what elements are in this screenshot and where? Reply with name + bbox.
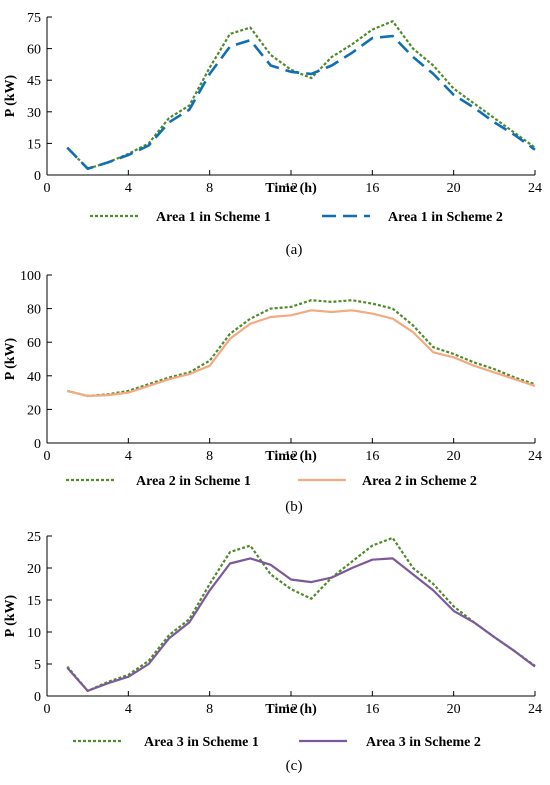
x-tick-label: 12 [284,181,298,196]
x-tick-label: 24 [528,702,542,717]
y-tick-label: 25 [27,530,41,545]
y-tick-label: 45 [27,74,41,89]
y-tick-label: 15 [27,594,41,609]
y-tick-label: 75 [27,11,41,26]
y-axis-title: P (kW) [3,337,18,380]
series-line-0 [66,536,536,693]
y-tick-label: 80 [27,303,41,318]
x-tick-label: 20 [447,449,461,464]
series-line-0 [67,299,536,398]
legend-label: Area 2 in Scheme 2 [362,474,477,489]
series-line-1 [66,34,536,170]
y-tick-label: 15 [27,137,41,152]
x-tick-label: 16 [365,181,379,196]
x-tick-label: 20 [447,181,461,196]
x-axis-title: Time (h) [265,702,317,717]
x-tick-label: 4 [125,181,132,196]
series-line-0 [66,20,536,170]
y-tick-label: 60 [27,43,41,58]
x-tick-label: 8 [206,449,213,464]
y-tick-label: 20 [27,403,41,418]
y-tick-label: 5 [34,658,41,673]
legend-label: Area 1 in Scheme 2 [388,210,503,225]
y-tick-label: 40 [27,370,41,385]
legend-label: Area 3 in Scheme 1 [144,735,259,750]
y-tick-label: 30 [27,106,41,121]
x-tick-label: 24 [528,449,542,464]
x-tick-label: 16 [365,702,379,717]
x-tick-label: 12 [284,702,298,717]
x-axis-title: Time (h) [265,181,317,196]
y-tick-label: 0 [34,169,41,184]
legend-label: Area 1 in Scheme 1 [156,210,271,225]
panel-caption: (a) [286,242,303,258]
y-tick-label: 0 [34,437,41,452]
x-tick-label: 0 [44,181,51,196]
y-axis-title: P (kW) [3,594,18,637]
y-tick-label: 10 [27,626,41,641]
x-axis-title: Time (h) [265,449,317,464]
y-tick-label: 60 [27,336,41,351]
x-tick-label: 24 [528,181,542,196]
legend-label: Area 3 in Scheme 2 [366,735,481,750]
panel-caption: (c) [286,758,303,774]
y-tick-label: 20 [27,562,41,577]
x-tick-label: 12 [284,449,298,464]
legend-label: Area 2 in Scheme 1 [136,474,251,489]
x-tick-label: 20 [447,702,461,717]
chart-panel-2: 0 4 8 12 16 20 24 0 5 10 15 20 25 Time (h) P (kW) Area … [3,530,542,774]
x-tick-label: 4 [125,702,132,717]
x-tick-label: 8 [206,181,213,196]
series-line-1 [67,309,536,398]
x-tick-label: 8 [206,702,213,717]
x-tick-label: 4 [125,449,132,464]
chart-panel-1: 0 4 8 12 16 20 24 0 20 40 60 80 100 Time (h) P (kW) Are… [3,269,542,515]
y-tick-label: 100 [20,269,41,284]
chart-panel-0: 0 4 8 12 16 20 24 0 15 30 45 60 75 Time (h) P (kW) Area… [3,11,542,258]
x-tick-label: 16 [365,449,379,464]
y-tick-label: 0 [34,690,41,705]
panel-caption: (b) [285,499,303,515]
x-tick-label: 0 [44,449,51,464]
y-axis-title: P (kW) [3,74,18,117]
x-tick-label: 0 [44,702,51,717]
series-line-1 [66,557,536,693]
